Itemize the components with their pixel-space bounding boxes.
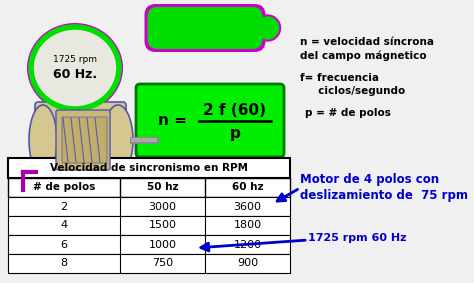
FancyBboxPatch shape	[8, 178, 290, 197]
Text: 8: 8	[61, 258, 68, 269]
Text: 3600: 3600	[234, 201, 262, 211]
Text: 2: 2	[61, 201, 68, 211]
Ellipse shape	[103, 105, 133, 175]
Ellipse shape	[29, 105, 57, 175]
Circle shape	[256, 17, 279, 39]
Text: 60 hz: 60 hz	[232, 183, 264, 192]
Text: n =: n =	[158, 113, 187, 128]
Text: 1000: 1000	[148, 239, 176, 250]
FancyBboxPatch shape	[147, 7, 263, 49]
Text: 1200: 1200	[233, 239, 262, 250]
FancyBboxPatch shape	[136, 84, 284, 157]
Ellipse shape	[27, 23, 123, 113]
Text: 750: 750	[152, 258, 173, 269]
FancyBboxPatch shape	[8, 254, 290, 273]
Text: 4: 4	[61, 220, 68, 230]
Text: 6: 6	[61, 239, 67, 250]
Text: 50 hz: 50 hz	[146, 183, 178, 192]
Text: 1500: 1500	[148, 220, 176, 230]
Text: p = # de polos: p = # de polos	[305, 108, 391, 118]
FancyBboxPatch shape	[8, 158, 290, 178]
Text: # de polos: # de polos	[33, 183, 95, 192]
Text: 3000: 3000	[148, 201, 176, 211]
FancyBboxPatch shape	[8, 235, 290, 254]
FancyBboxPatch shape	[35, 102, 126, 178]
Text: 60 Hz.: 60 Hz.	[53, 68, 97, 82]
Text: del campo mágnetico: del campo mágnetico	[300, 51, 427, 61]
FancyBboxPatch shape	[56, 110, 110, 170]
FancyBboxPatch shape	[8, 197, 290, 216]
FancyBboxPatch shape	[62, 117, 107, 163]
Text: deslizamiento de  75 rpm: deslizamiento de 75 rpm	[300, 190, 468, 203]
Text: Velocidad de sincronismo en RPM: Velocidad de sincronismo en RPM	[50, 163, 248, 173]
Text: f= frecuencia: f= frecuencia	[300, 73, 379, 83]
Text: n = velocidad síncrona: n = velocidad síncrona	[300, 37, 434, 47]
Text: 1725 rpm: 1725 rpm	[53, 55, 97, 63]
Text: p: p	[229, 126, 240, 141]
FancyBboxPatch shape	[8, 216, 290, 235]
Text: 900: 900	[237, 258, 258, 269]
Ellipse shape	[31, 27, 119, 109]
Text: Motor de 4 polos con: Motor de 4 polos con	[300, 173, 439, 186]
Circle shape	[255, 15, 281, 41]
Text: 2 f (60): 2 f (60)	[203, 103, 266, 118]
Text: 1725 rpm 60 Hz: 1725 rpm 60 Hz	[308, 233, 407, 243]
FancyBboxPatch shape	[145, 4, 265, 52]
Text: ciclos/segundo: ciclos/segundo	[300, 86, 405, 96]
Text: 1800: 1800	[233, 220, 262, 230]
